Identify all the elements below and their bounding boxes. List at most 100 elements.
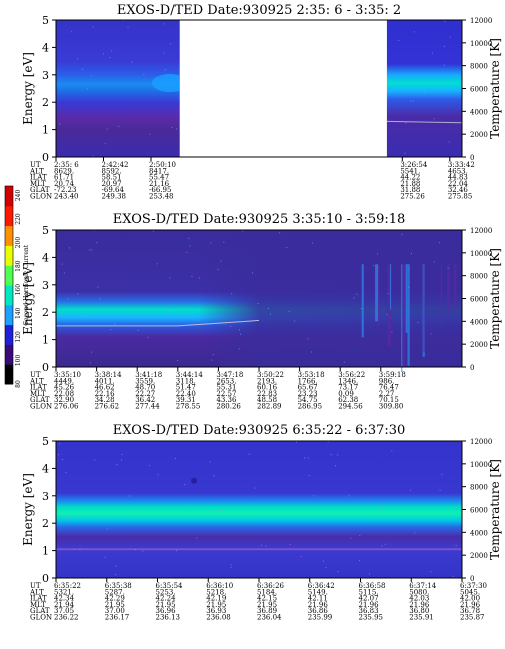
table-cell: 276.62	[95, 403, 120, 411]
speckle	[238, 348, 240, 350]
speckle	[77, 293, 79, 295]
table-cell: -72.23	[54, 186, 76, 194]
table-cell: 23.23	[298, 390, 318, 398]
speckle	[444, 45, 446, 47]
table-cell: 22.08	[54, 390, 74, 398]
speckle	[449, 36, 451, 38]
table-cell: 236.17	[105, 614, 130, 622]
table-cell: 20.74	[54, 180, 75, 188]
speckle	[170, 43, 172, 45]
row-label: UT	[30, 371, 41, 379]
colorbar-swatch	[5, 265, 13, 286]
table-cell: 5184.	[257, 588, 277, 596]
speckle	[356, 293, 358, 295]
table-cell: 5115.	[359, 588, 379, 596]
table-cell: 6:35:38	[105, 582, 132, 590]
speckle	[231, 293, 233, 295]
table-cell: 55.31	[216, 384, 236, 392]
speckle	[337, 454, 339, 456]
table-cell: 3118.	[176, 377, 196, 385]
y2-axis-label: Temperature [K]	[488, 459, 502, 560]
speckle	[94, 459, 96, 461]
speckle	[137, 329, 139, 331]
speckle	[67, 298, 69, 300]
speckle	[252, 272, 254, 274]
ytick-label: 5	[42, 435, 49, 448]
speckle	[89, 362, 91, 364]
speckle	[432, 52, 434, 54]
ytick-label: 4	[42, 462, 49, 475]
panel-title: EXOS-D/TED Date:930925 6:35:22 - 6:37:30	[113, 423, 406, 438]
row-label: ALT	[29, 588, 44, 596]
speckle	[67, 518, 69, 520]
table-cell: 55.47	[149, 174, 169, 182]
table-cell: 2:35: 6	[54, 161, 79, 169]
speckle	[230, 326, 232, 328]
speckle	[230, 564, 232, 566]
panel-title: EXOS-D/TED Date:930925 3:35:10 - 3:59:18	[113, 212, 406, 227]
speckle	[261, 544, 263, 546]
table-cell: 280.26	[216, 403, 241, 411]
speckle	[90, 351, 92, 353]
speckle	[231, 321, 233, 323]
table-cell: 34.28	[95, 396, 115, 404]
ytick-label: 1	[42, 124, 49, 137]
spectrogram	[56, 230, 462, 372]
noise-stripe	[401, 264, 403, 372]
speckle	[286, 246, 288, 248]
table-cell: 21.96	[359, 601, 380, 609]
table-cell: 21.96	[308, 601, 329, 609]
table-cell: 42.15	[257, 595, 277, 603]
table-cell: 22.40	[176, 390, 196, 398]
colorbar-swatch	[5, 225, 13, 246]
table-cell: 62.38	[338, 396, 358, 404]
speckle	[405, 122, 407, 124]
table-cell: 4011.	[95, 377, 115, 385]
table-cell: 21.88	[400, 180, 420, 188]
speckle	[219, 509, 221, 511]
speckle	[164, 69, 166, 71]
speckle	[377, 253, 379, 255]
speckle	[307, 338, 309, 340]
table-cell: 60.16	[257, 384, 278, 392]
table-cell: 275.85	[448, 193, 473, 201]
speckle	[448, 141, 450, 143]
speckle	[412, 100, 414, 102]
y2tick-label: 0	[470, 575, 474, 583]
speckle	[386, 517, 388, 519]
table-cell: 42.07	[359, 595, 379, 603]
speckle	[438, 242, 440, 244]
ephemeris-table: UTALTILATMLTGLATGLON6:35:225321.42.3421.…	[29, 582, 487, 622]
colorbar-swatch	[5, 324, 13, 345]
speckle	[65, 472, 67, 474]
table-cell: 22.27	[135, 390, 155, 398]
speckle	[322, 560, 324, 562]
colorbar-swatch	[5, 205, 13, 227]
table-cell: 22.83	[257, 390, 277, 398]
y-axis-label: Energy [eV]	[21, 262, 35, 335]
speckle	[337, 571, 339, 573]
speckle	[169, 277, 171, 279]
table-cell: 4449.	[54, 377, 74, 385]
colorbar-frame	[4, 185, 14, 385]
table-cell: 6:35:22	[54, 582, 81, 590]
speckle	[441, 473, 443, 475]
speckle	[452, 575, 454, 577]
table-cell: 236.22	[54, 614, 79, 622]
table-cell: 42.29	[105, 595, 125, 603]
speckle	[58, 454, 60, 456]
table-cell: 236.04	[257, 614, 282, 622]
table-cell: 21.16	[149, 180, 170, 188]
speckle	[439, 489, 441, 491]
speckle	[212, 354, 214, 356]
table-cell: 5321.	[54, 588, 74, 596]
speckle	[359, 560, 361, 562]
speckle	[99, 298, 101, 300]
noise-stripe	[407, 264, 410, 366]
table-cell: 236.08	[206, 614, 231, 622]
table-cell: 32.90	[54, 396, 74, 404]
y2tick-label: 2000	[470, 341, 488, 349]
speckle	[163, 23, 165, 25]
y2tick-label: 4000	[470, 318, 488, 326]
